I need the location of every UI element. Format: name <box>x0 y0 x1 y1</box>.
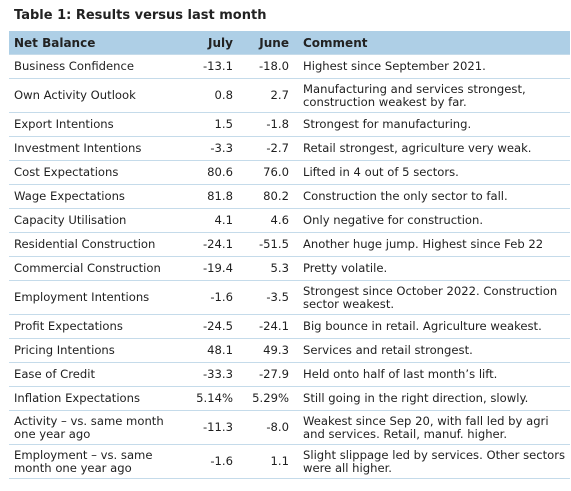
row-comment: Retail strongest, agriculture very weak. <box>303 141 532 155</box>
july-value: 81.8 <box>207 189 233 203</box>
table-body: Business Confidence -13.1 -18.0 Highest … <box>9 54 570 479</box>
june-value: 5.3 <box>270 261 289 275</box>
july-value: -24.1 <box>203 237 233 251</box>
table-row: Investment Intentions -3.3 -2.7 Retail s… <box>9 136 570 161</box>
table-row: Residential Construction -24.1 -51.5 Ano… <box>9 232 570 257</box>
row-comment: Manufacturing and services strongest, co… <box>303 81 526 109</box>
row-label: Inflation Expectations <box>14 391 141 405</box>
june-value: 2.7 <box>270 88 289 102</box>
row-label: Wage Expectations <box>14 189 125 203</box>
table-row: Cost Expectations 80.6 76.0 Lifted in 4 … <box>9 160 570 185</box>
june-value: -1.8 <box>266 117 289 131</box>
row-comment: Construction the only sector to fall. <box>303 189 508 203</box>
june-value: -18.0 <box>259 59 289 73</box>
row-comment: Slight slippage led by services. Other s… <box>303 447 566 475</box>
june-value: -27.9 <box>259 367 289 381</box>
june-value: -51.5 <box>259 237 289 251</box>
july-value: 0.8 <box>214 88 233 102</box>
july-value: -13.1 <box>203 59 233 73</box>
july-value: -24.5 <box>203 319 233 333</box>
row-label: Employment – vs. same month one year ago <box>14 447 153 475</box>
table-row: Export Intentions 1.5 -1.8 Strongest for… <box>9 112 570 137</box>
row-comment: Still going in the right direction, slow… <box>303 391 529 405</box>
table-row: Commercial Construction -19.4 5.3 Pretty… <box>9 256 570 281</box>
june-value: 1.1 <box>270 454 289 468</box>
row-comment: Held onto half of last month’s lift. <box>303 367 498 381</box>
july-value: -1.6 <box>210 454 233 468</box>
results-table: Net Balance July June Comment Business C… <box>9 31 570 479</box>
row-comment: Lifted in 4 out of 5 sectors. <box>303 165 459 179</box>
july-value: -3.3 <box>210 141 233 155</box>
table-row: Wage Expectations 81.8 80.2 Construction… <box>9 184 570 209</box>
table-row: Inflation Expectations 5.14% 5.29% Still… <box>9 386 570 411</box>
june-value: 5.29% <box>252 391 289 405</box>
july-value: 1.5 <box>214 117 233 131</box>
column-header-net-balance: Net Balance <box>9 31 185 55</box>
column-header-july: July <box>185 31 240 55</box>
table-row: Activity – vs. same month one year ago -… <box>9 410 570 445</box>
row-label: Export Intentions <box>14 117 114 131</box>
july-value: 5.14% <box>196 391 233 405</box>
row-comment: Weakest since Sep 20, with fall led by a… <box>303 413 549 441</box>
table-title: Table 1: Results versus last month <box>14 8 267 23</box>
july-value: -1.6 <box>210 290 233 304</box>
june-value: -24.1 <box>259 319 289 333</box>
row-comment: Services and retail strongest. <box>303 343 473 357</box>
july-value: 4.1 <box>214 213 233 227</box>
table-row: Employment Intentions -1.6 -3.5 Stronges… <box>9 280 570 315</box>
table-row: Profit Expectations -24.5 -24.1 Big boun… <box>9 314 570 339</box>
june-value: 76.0 <box>263 165 289 179</box>
row-label: Commercial Construction <box>14 261 161 275</box>
row-comment: Pretty volatile. <box>303 261 388 275</box>
july-value: -33.3 <box>203 367 233 381</box>
row-label: Profit Expectations <box>14 319 123 333</box>
row-comment: Highest since September 2021. <box>303 59 486 73</box>
table-row: Ease of Credit -33.3 -27.9 Held onto hal… <box>9 362 570 387</box>
row-label: Employment Intentions <box>14 290 150 304</box>
june-value: -3.5 <box>266 290 289 304</box>
june-value: 80.2 <box>263 189 289 203</box>
row-label: Own Activity Outlook <box>14 88 136 102</box>
july-value: -11.3 <box>203 420 233 434</box>
table-row: Employment – vs. same month one year ago… <box>9 444 570 479</box>
row-label: Capacity Utilisation <box>14 213 127 227</box>
june-value: 49.3 <box>263 343 289 357</box>
table-row: Pricing Intentions 48.1 49.3 Services an… <box>9 338 570 363</box>
row-label: Investment Intentions <box>14 141 142 155</box>
row-label: Business Confidence <box>14 59 134 73</box>
column-header-june: June <box>240 31 296 55</box>
table-row: Capacity Utilisation 4.1 4.6 Only negati… <box>9 208 570 233</box>
table-header: Net Balance July June Comment <box>9 31 570 55</box>
july-value: 48.1 <box>207 343 233 357</box>
row-comment: Strongest for manufacturing. <box>303 117 472 131</box>
june-value: 4.6 <box>270 213 289 227</box>
table-row: Business Confidence -13.1 -18.0 Highest … <box>9 54 570 79</box>
header-row: Net Balance July June Comment <box>9 31 570 55</box>
row-comment: Another huge jump. Highest since Feb 22 <box>303 237 544 251</box>
july-value: -19.4 <box>203 261 233 275</box>
row-label: Ease of Credit <box>14 367 96 381</box>
row-label: Residential Construction <box>14 237 156 251</box>
row-comment: Only negative for construction. <box>303 213 484 227</box>
row-label: Cost Expectations <box>14 165 119 179</box>
table-row: Own Activity Outlook 0.8 2.7 Manufacturi… <box>9 78 570 113</box>
row-comment: Big bounce in retail. Agriculture weakes… <box>303 319 542 333</box>
june-value: -8.0 <box>266 420 289 434</box>
june-value: -2.7 <box>266 141 289 155</box>
column-header-comment: Comment <box>296 31 570 55</box>
row-comment: Strongest since October 2022. Constructi… <box>303 283 558 311</box>
row-label: Pricing Intentions <box>14 343 115 357</box>
july-value: 80.6 <box>207 165 233 179</box>
row-label: Activity – vs. same month one year ago <box>14 413 164 441</box>
